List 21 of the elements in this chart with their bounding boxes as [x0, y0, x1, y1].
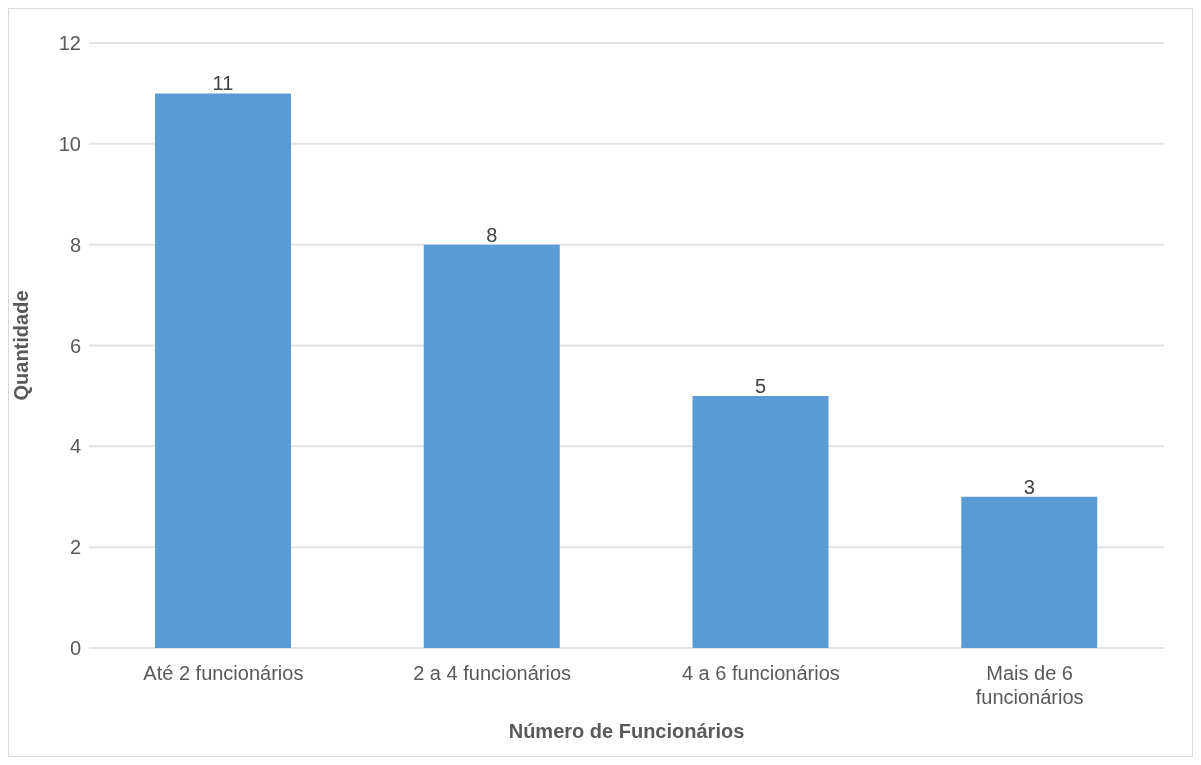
data-label: 5 [754, 374, 767, 397]
y-tick-label: 8 [69, 233, 81, 256]
x-axis-title: Número de Funcionários [508, 720, 745, 742]
bar [692, 395, 829, 648]
y-tick-label: 4 [69, 435, 81, 458]
y-tick-label: 6 [69, 334, 81, 357]
y-tick-label: 12 [58, 32, 81, 55]
x-tick-label: Até 2 funcionários [143, 662, 304, 684]
bar [423, 244, 560, 648]
y-tick-label: 10 [58, 132, 81, 155]
y-tick-label: 0 [69, 637, 81, 660]
y-tick-label: 2 [69, 536, 81, 559]
data-label: 8 [486, 223, 498, 246]
data-label: 11 [212, 72, 234, 95]
x-tick-label: 4 a 6 funcionários [681, 662, 840, 684]
x-tick-label: 2 a 4 funcionários [413, 662, 572, 684]
data-label: 3 [1023, 475, 1035, 498]
x-tick-label: Mais de 6 funcionários [975, 662, 1084, 708]
bar [155, 93, 291, 648]
y-axis-title: Quantidade [10, 290, 33, 401]
bar [961, 496, 1098, 648]
